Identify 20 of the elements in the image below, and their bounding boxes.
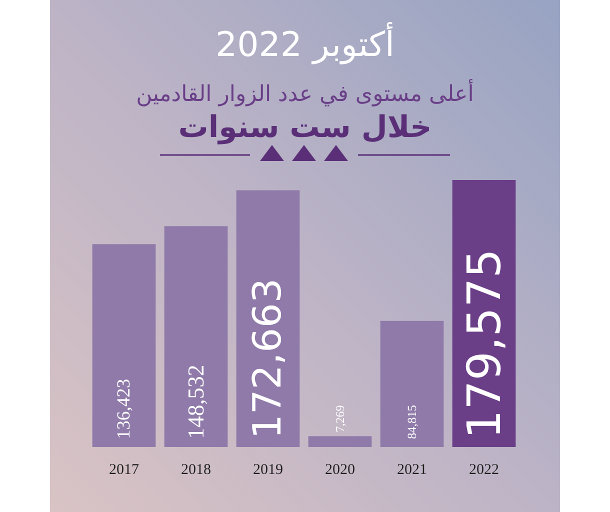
bar [308, 436, 372, 447]
x-tick-label: 2018 [181, 462, 211, 478]
x-tick-label: 2019 [253, 462, 283, 478]
text: خلال ست سنوات [178, 110, 432, 145]
chart-title: أكتوبر 2022 [215, 22, 395, 65]
chart-subtitle: أعلى مستوى في عدد الزوار القادمين [136, 79, 474, 107]
data-label: 172,663 [246, 278, 290, 439]
x-tick-label: 2021 [397, 462, 427, 478]
data-label: 179,575 [457, 248, 511, 439]
x-tick-label: 2020 [325, 462, 355, 478]
x-tick-label: 2017 [109, 462, 140, 478]
bar [92, 244, 156, 447]
data-label: 136,423 [114, 378, 134, 439]
data-label: 7,269 [333, 405, 347, 432]
bar [164, 226, 228, 447]
data-label: 84,815 [405, 405, 419, 439]
bar [380, 320, 444, 447]
bar [236, 190, 300, 447]
x-tick-label: 2022 [469, 462, 499, 478]
data-label: 148,532 [184, 364, 208, 439]
